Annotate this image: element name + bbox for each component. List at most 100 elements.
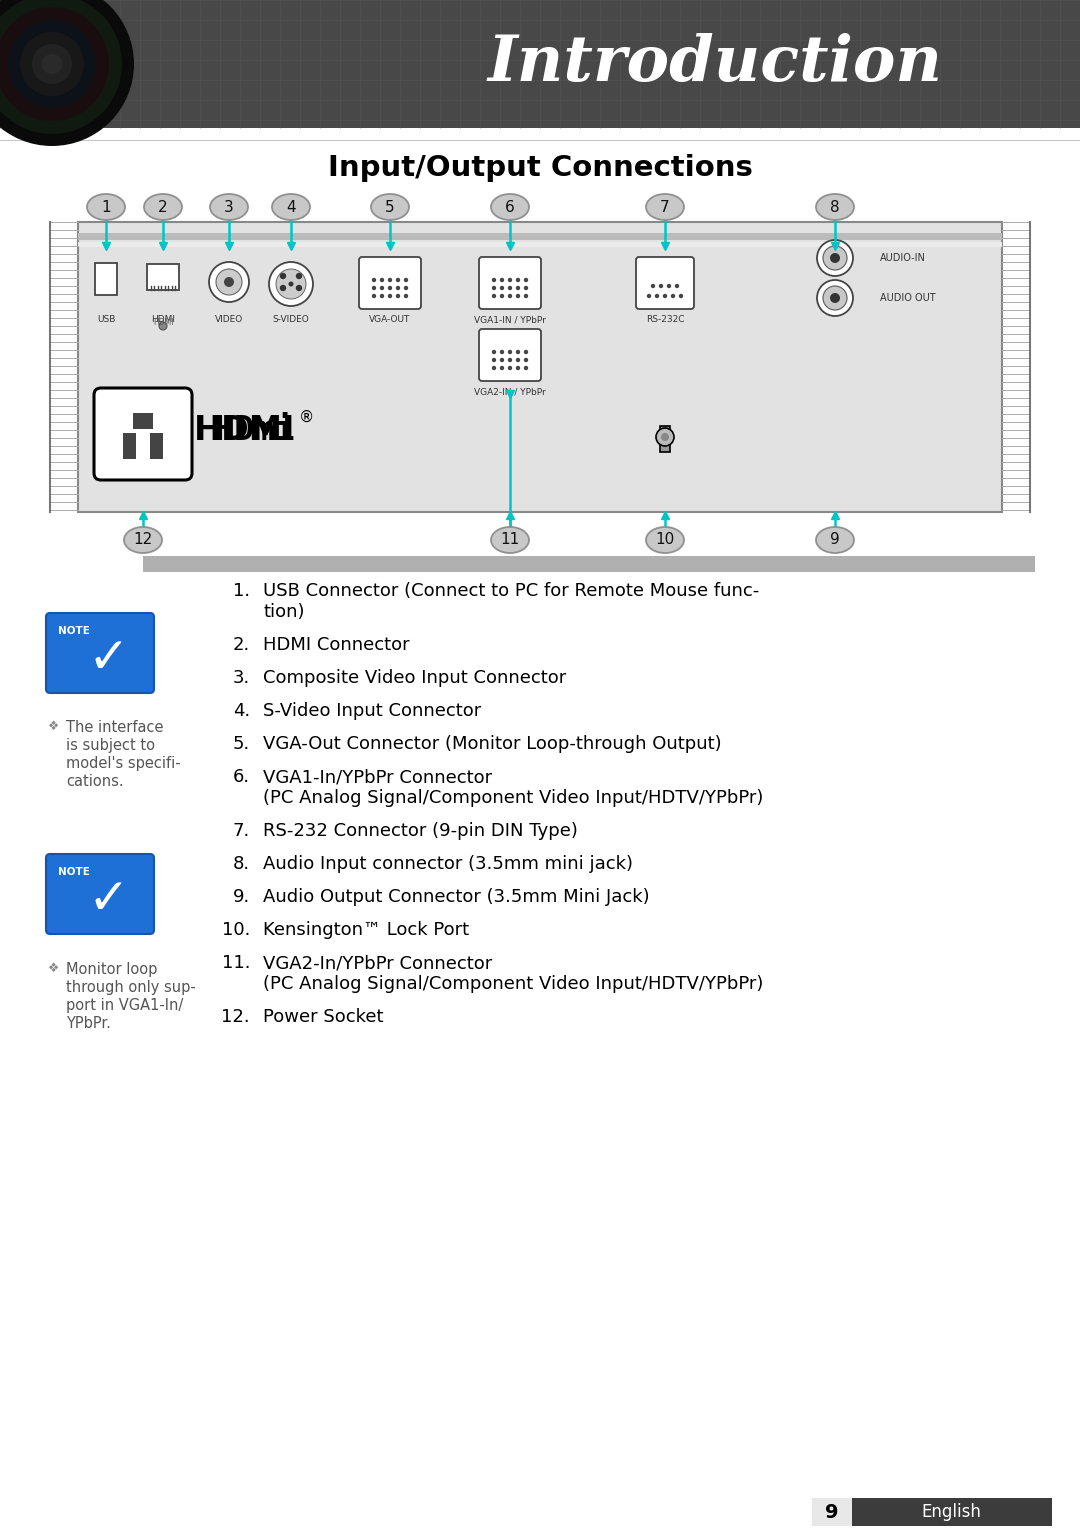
Ellipse shape [816, 195, 854, 221]
Text: 9.: 9. [233, 889, 249, 905]
Text: NOTE: NOTE [58, 867, 90, 876]
Text: 3.: 3. [233, 669, 249, 686]
Text: 12.: 12. [221, 1008, 249, 1026]
Circle shape [500, 366, 504, 371]
Circle shape [816, 241, 853, 276]
Circle shape [651, 283, 656, 288]
Text: Monitor loop: Monitor loop [66, 962, 158, 977]
Circle shape [500, 286, 504, 290]
Ellipse shape [87, 195, 125, 221]
Text: VGA1-In/YPbPr Connector: VGA1-In/YPbPr Connector [264, 768, 492, 786]
Text: ®: ® [299, 411, 314, 424]
Circle shape [823, 286, 847, 309]
FancyBboxPatch shape [480, 329, 541, 381]
Circle shape [32, 44, 72, 84]
Circle shape [659, 283, 663, 288]
Ellipse shape [491, 195, 529, 221]
Circle shape [491, 277, 496, 282]
Circle shape [524, 277, 528, 282]
Text: 1: 1 [102, 199, 111, 214]
Circle shape [491, 349, 496, 354]
Text: port in VGA1-In/: port in VGA1-In/ [66, 997, 184, 1013]
Ellipse shape [816, 527, 854, 553]
Circle shape [276, 270, 306, 299]
Circle shape [524, 349, 528, 354]
Bar [812, 1498, 852, 1526]
Circle shape [516, 294, 521, 299]
Circle shape [663, 294, 667, 299]
Circle shape [0, 8, 109, 121]
Text: The interface: The interface [66, 720, 163, 735]
FancyBboxPatch shape [46, 853, 154, 935]
FancyBboxPatch shape [95, 264, 117, 296]
Bar [150, 434, 163, 460]
Circle shape [372, 286, 376, 290]
Text: English: English [921, 1503, 981, 1521]
Circle shape [516, 277, 521, 282]
Circle shape [0, 0, 122, 133]
Circle shape [679, 294, 684, 299]
Text: 7: 7 [660, 199, 670, 214]
Circle shape [380, 277, 384, 282]
Circle shape [666, 283, 671, 288]
Text: S-VIDEO: S-VIDEO [272, 316, 309, 325]
Text: 5: 5 [386, 199, 395, 214]
Circle shape [816, 280, 853, 316]
Circle shape [524, 286, 528, 290]
Ellipse shape [491, 527, 529, 553]
Text: YPbPr.: YPbPr. [66, 1016, 111, 1031]
Ellipse shape [144, 195, 183, 221]
Ellipse shape [124, 527, 162, 553]
Text: cations.: cations. [66, 774, 123, 789]
Text: Power Socket: Power Socket [264, 1008, 383, 1026]
Text: NOTE: NOTE [58, 627, 90, 636]
Circle shape [508, 277, 512, 282]
Circle shape [516, 349, 521, 354]
Circle shape [516, 358, 521, 362]
Text: 4: 4 [286, 199, 296, 214]
Circle shape [508, 294, 512, 299]
Circle shape [491, 286, 496, 290]
FancyBboxPatch shape [46, 613, 154, 692]
Text: AUDIO-IN: AUDIO-IN [880, 253, 926, 264]
Text: 2: 2 [158, 199, 167, 214]
Text: ❖: ❖ [48, 720, 59, 732]
Text: VGA-Out Connector (Monitor Loop-through Output): VGA-Out Connector (Monitor Loop-through … [264, 735, 721, 754]
Text: HDMI Connector: HDMI Connector [264, 636, 409, 654]
Text: 6.: 6. [233, 768, 249, 786]
Circle shape [524, 358, 528, 362]
Text: 9: 9 [825, 1503, 839, 1521]
FancyBboxPatch shape [94, 388, 192, 480]
FancyBboxPatch shape [480, 257, 541, 309]
Circle shape [395, 277, 401, 282]
Text: tion): tion) [264, 604, 305, 620]
Bar [78, 233, 1002, 241]
Ellipse shape [210, 195, 248, 221]
Circle shape [159, 322, 167, 329]
Text: 10.: 10. [221, 921, 249, 939]
Text: HDMI: HDMI [151, 316, 175, 325]
FancyBboxPatch shape [359, 257, 421, 309]
Circle shape [671, 294, 675, 299]
Text: RS-232C: RS-232C [646, 316, 685, 325]
Circle shape [500, 277, 504, 282]
Circle shape [524, 366, 528, 371]
FancyBboxPatch shape [147, 264, 179, 290]
Circle shape [380, 286, 384, 290]
Circle shape [516, 366, 521, 371]
Text: Input/Output Connections: Input/Output Connections [327, 155, 753, 182]
Text: 5.: 5. [233, 735, 249, 754]
Circle shape [280, 285, 286, 291]
Circle shape [388, 277, 392, 282]
Ellipse shape [272, 195, 310, 221]
Circle shape [388, 294, 392, 299]
Circle shape [372, 294, 376, 299]
Circle shape [404, 294, 408, 299]
Circle shape [269, 262, 313, 306]
Circle shape [296, 273, 302, 279]
Circle shape [524, 294, 528, 299]
Text: VGA1-IN / YPbPr: VGA1-IN / YPbPr [474, 316, 545, 325]
Circle shape [280, 273, 286, 279]
Circle shape [508, 366, 512, 371]
Circle shape [388, 286, 392, 290]
